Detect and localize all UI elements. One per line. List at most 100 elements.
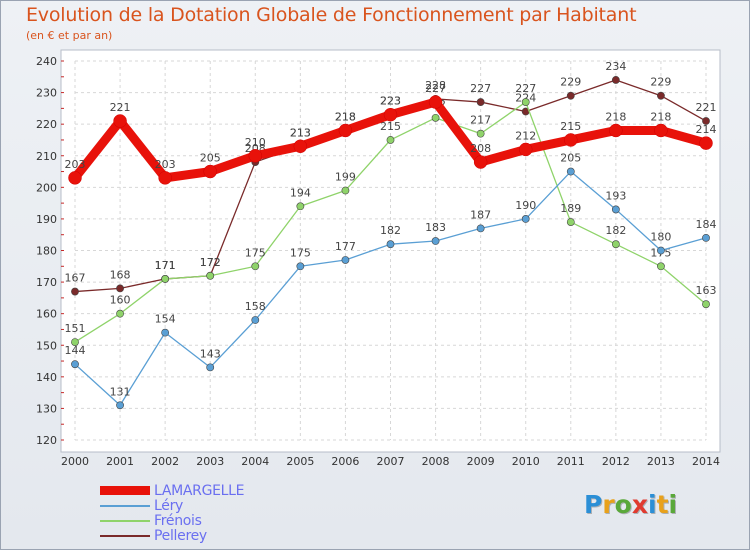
data-point	[248, 149, 263, 163]
data-point	[521, 215, 530, 223]
legend-label-lery: Léry	[154, 498, 184, 514]
legend-swatch-lamargelle	[100, 486, 150, 495]
legend-label-pellerey: Pellerey	[154, 528, 207, 544]
logo-letter: P	[584, 490, 603, 519]
data-point	[473, 155, 488, 169]
data-point	[383, 107, 398, 122]
data-point	[341, 186, 350, 195]
data-label: 167	[65, 272, 86, 285]
data-label: 218	[335, 110, 356, 123]
data-point	[431, 113, 440, 122]
x-tick-label: 2008	[422, 455, 450, 468]
legend-swatch-pellerey	[100, 535, 150, 537]
y-tick-label: 160	[36, 308, 57, 321]
data-point	[338, 123, 353, 138]
x-tick-label: 2013	[647, 455, 675, 468]
data-label: 218	[335, 110, 356, 123]
data-point	[116, 309, 124, 318]
data-point	[609, 123, 623, 138]
data-label: 143	[200, 347, 221, 360]
data-point	[521, 98, 530, 106]
data-label: 229	[650, 76, 671, 89]
x-tick-label: 2010	[512, 455, 540, 468]
legend-swatch-frenois	[100, 520, 150, 522]
data-label: 210	[245, 136, 266, 149]
data-point	[657, 91, 665, 100]
data-point	[113, 114, 127, 128]
data-point	[296, 202, 305, 211]
data-point	[251, 316, 260, 324]
data-point	[341, 256, 350, 264]
data-point	[699, 136, 713, 150]
data-point	[68, 171, 82, 185]
data-label: 223	[380, 95, 401, 108]
data-point	[251, 262, 260, 271]
data-point	[71, 360, 79, 369]
y-tick-label: 130	[36, 402, 57, 415]
logo-letter: o	[614, 490, 632, 519]
data-point	[654, 123, 668, 138]
data-point	[71, 338, 79, 346]
data-label: 158	[245, 300, 266, 313]
data-point	[476, 129, 485, 138]
legend-swatch-lery	[100, 505, 150, 507]
data-label: 234	[605, 60, 626, 73]
y-tick-label: 140	[36, 371, 57, 384]
y-tick-label: 170	[36, 276, 57, 289]
data-label: 184	[696, 218, 717, 231]
data-label: 172	[200, 256, 221, 269]
data-label: 182	[380, 224, 401, 237]
data-label: 160	[110, 294, 131, 307]
proxiti-logo: Proxiti	[584, 490, 677, 519]
chart-title: Evolution de la Dotation Globale de Fonc…	[26, 4, 637, 26]
data-label: 228	[425, 79, 446, 92]
data-label: 151	[65, 322, 86, 335]
data-point	[293, 139, 308, 154]
x-tick-label: 2009	[467, 455, 495, 468]
data-point	[296, 262, 305, 271]
data-label: 199	[335, 170, 356, 183]
y-tick-label: 220	[36, 118, 57, 131]
x-tick-label: 2005	[286, 455, 314, 468]
data-label: 154	[155, 313, 176, 326]
logo-letter: t	[656, 490, 669, 519]
data-point	[203, 164, 217, 179]
data-label: 175	[245, 246, 266, 259]
data-label: 171	[155, 259, 176, 272]
data-point	[702, 233, 710, 242]
data-point	[161, 275, 170, 283]
data-label: 212	[515, 129, 536, 142]
data-point	[566, 167, 575, 176]
data-label: 187	[470, 208, 491, 221]
data-label: 205	[560, 152, 581, 165]
data-label: 203	[65, 158, 86, 171]
data-point	[564, 133, 578, 147]
chart-subtitle: (en € et par an)	[26, 29, 113, 42]
y-tick-label: 150	[36, 339, 57, 352]
data-label: 189	[560, 202, 581, 215]
data-point	[566, 91, 575, 100]
x-tick-label: 2001	[106, 455, 134, 468]
y-tick-label: 240	[36, 55, 57, 68]
data-label: 214	[696, 123, 717, 136]
data-point	[206, 271, 215, 280]
data-label: 131	[110, 385, 131, 398]
x-tick-label: 2004	[241, 455, 269, 468]
data-point	[702, 117, 710, 125]
data-label: 144	[65, 344, 86, 357]
data-label: 193	[605, 189, 626, 202]
data-point	[116, 284, 124, 293]
data-point	[116, 401, 124, 410]
data-label: 213	[290, 126, 311, 139]
data-label: 221	[110, 101, 131, 114]
data-label: 229	[560, 76, 581, 89]
logo-letter: x	[631, 490, 648, 519]
x-tick-label: 2012	[602, 455, 630, 468]
data-point	[657, 262, 665, 271]
data-point	[611, 205, 620, 214]
data-label: 217	[470, 114, 491, 127]
data-label: 177	[335, 240, 356, 253]
data-label: 180	[650, 231, 671, 244]
data-label: 163	[696, 284, 717, 297]
x-tick-label: 2011	[557, 455, 585, 468]
